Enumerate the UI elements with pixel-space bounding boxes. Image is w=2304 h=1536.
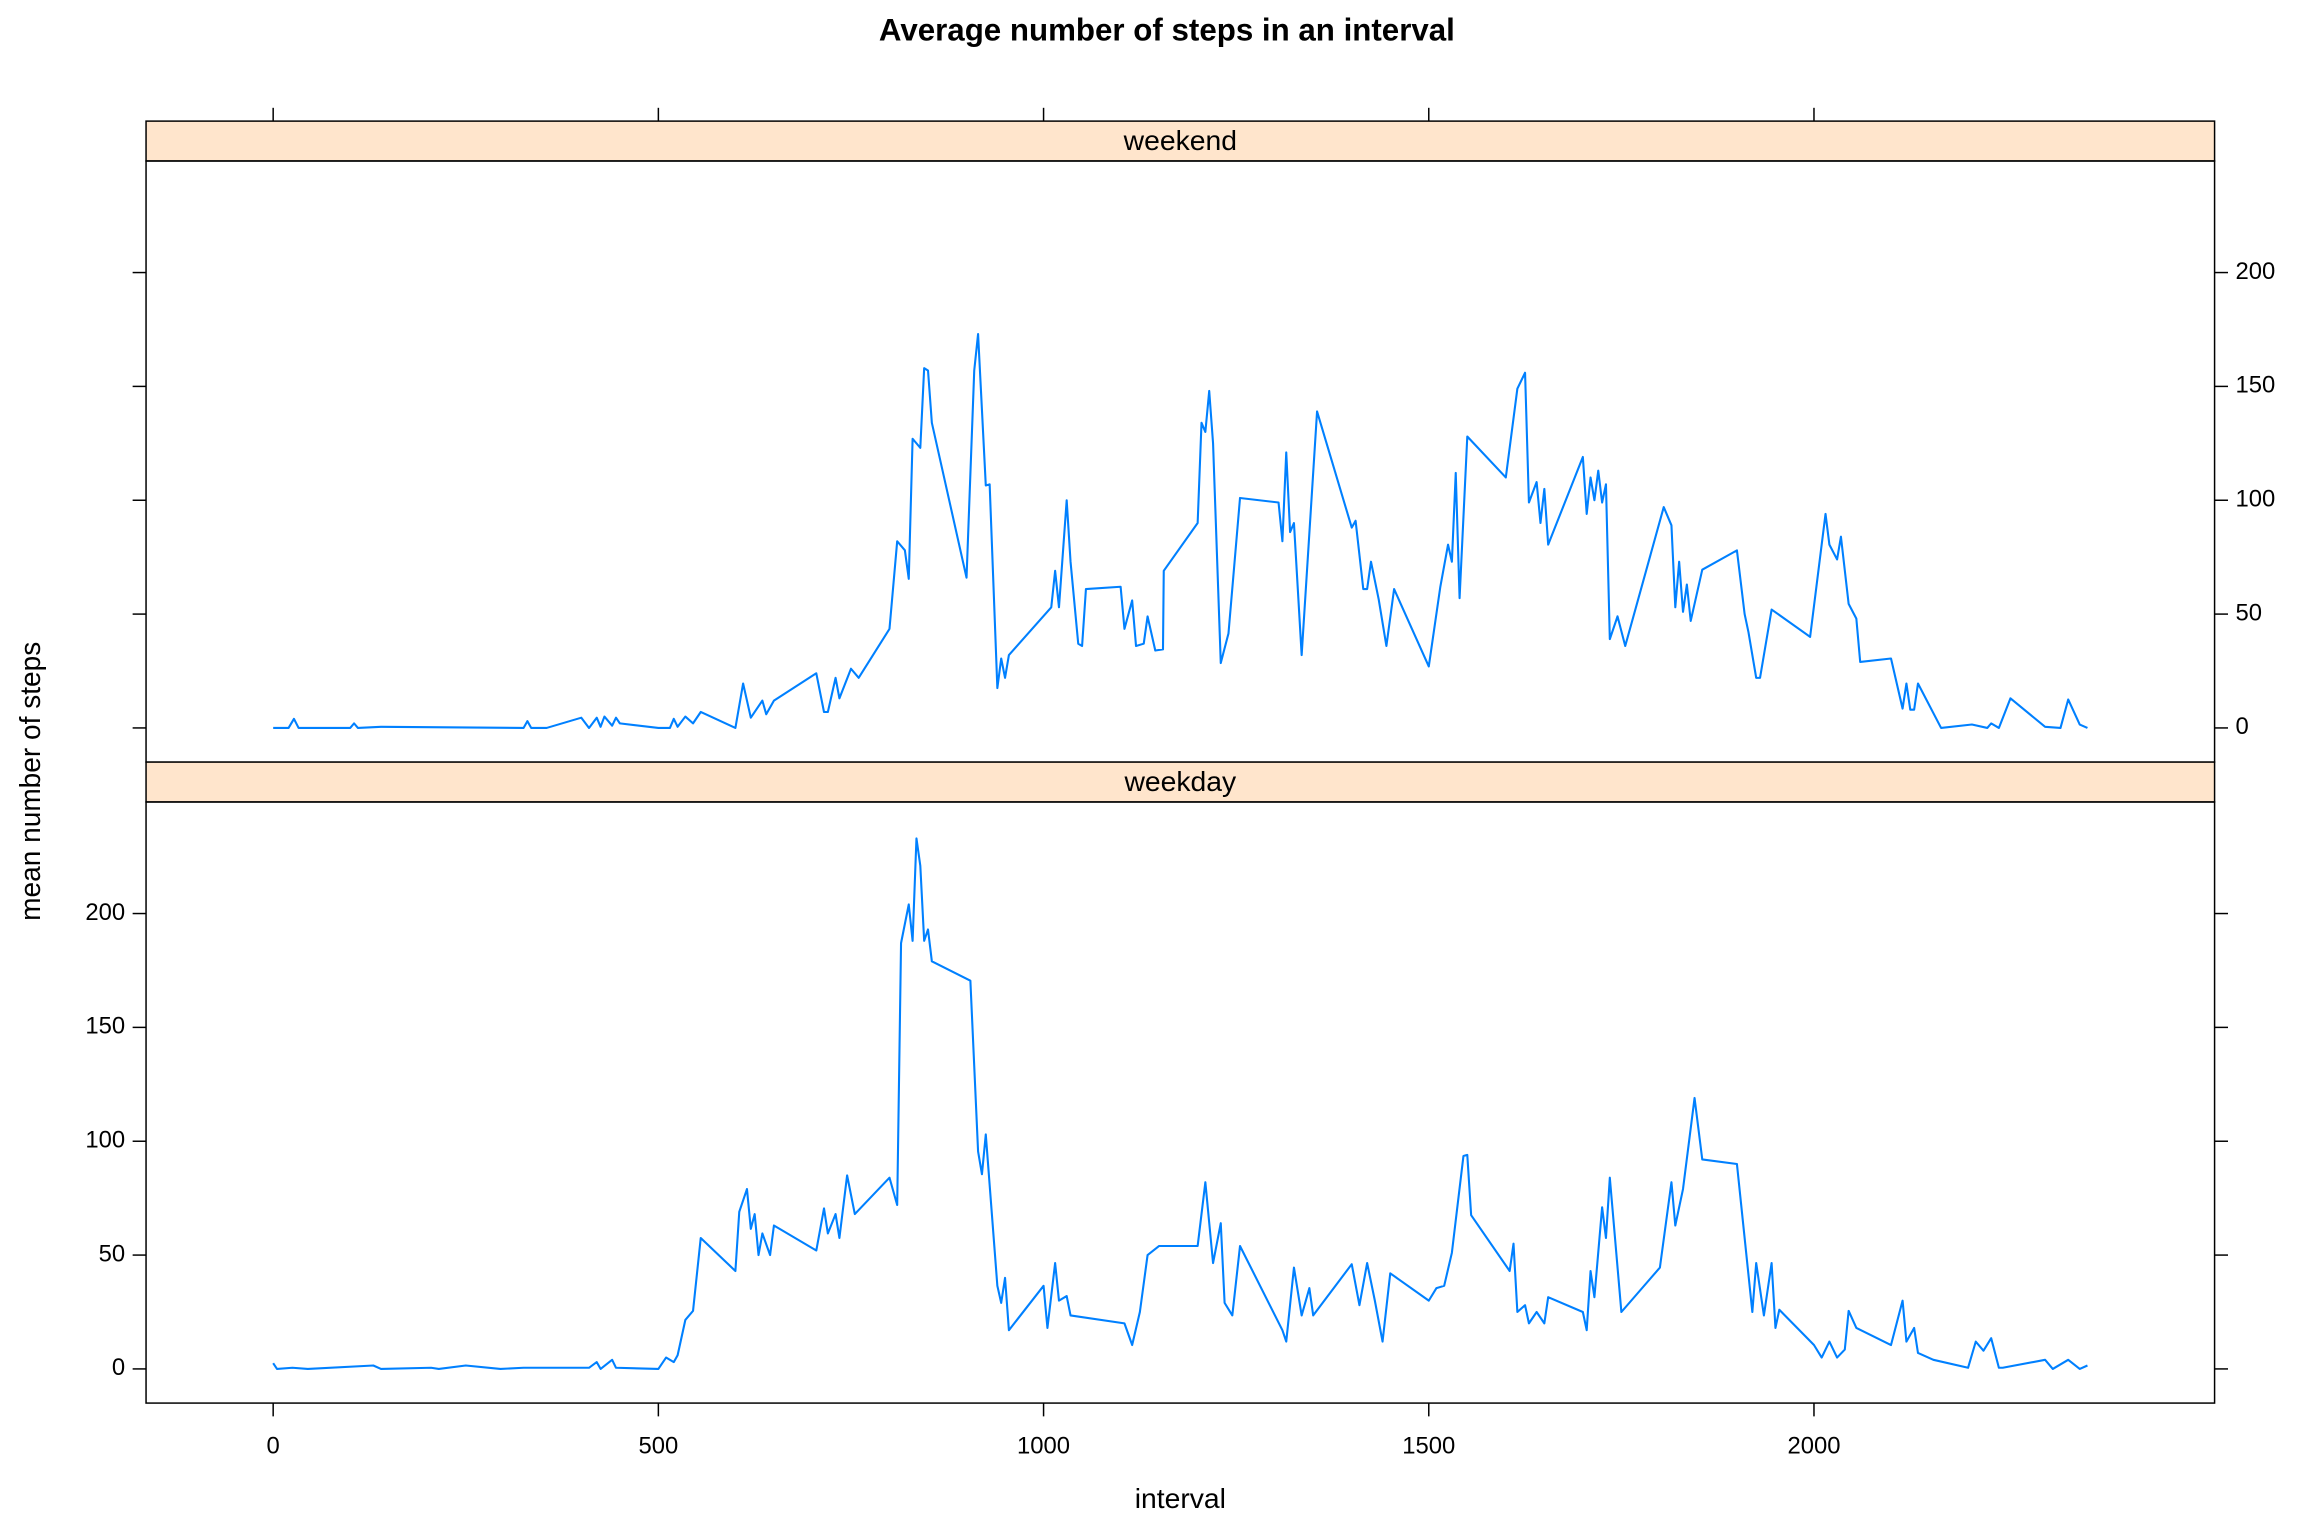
panel-frame [145, 801, 2216, 1404]
strip-label: weekend [1123, 124, 1237, 156]
y-tick-label: 150 [2235, 373, 2275, 399]
panel-frame [145, 160, 2216, 763]
strip-label: weekday [1123, 765, 1237, 797]
y-tick-label: 150 [85, 1014, 125, 1040]
y-tick-label: 0 [2235, 714, 2248, 740]
strip [145, 120, 2216, 162]
x-tick-label: 2000 [1787, 1434, 1840, 1460]
y-tick-label: 50 [99, 1241, 126, 1267]
y-tick-label: 200 [85, 900, 125, 926]
y-tick-label: 200 [2235, 259, 2275, 285]
y-tick-label: 100 [85, 1128, 125, 1154]
chart-title: Average number of steps in an interval [879, 13, 1455, 48]
x-tick-label: 0 [267, 1434, 280, 1460]
y-tick-label: 50 [2235, 600, 2262, 626]
strip [145, 761, 2216, 803]
y-axis-label: mean number of steps [14, 642, 46, 921]
y-tick-label: 0 [112, 1355, 125, 1381]
series-line [272, 837, 2088, 1370]
x-tick-label: 500 [638, 1434, 678, 1460]
x-axis-label: interval [1135, 1482, 1226, 1514]
x-tick-label: 1000 [1017, 1434, 1070, 1460]
y-tick-label: 100 [2235, 487, 2275, 513]
x-tick-label: 1500 [1402, 1434, 1455, 1460]
series-line [273, 333, 2088, 729]
